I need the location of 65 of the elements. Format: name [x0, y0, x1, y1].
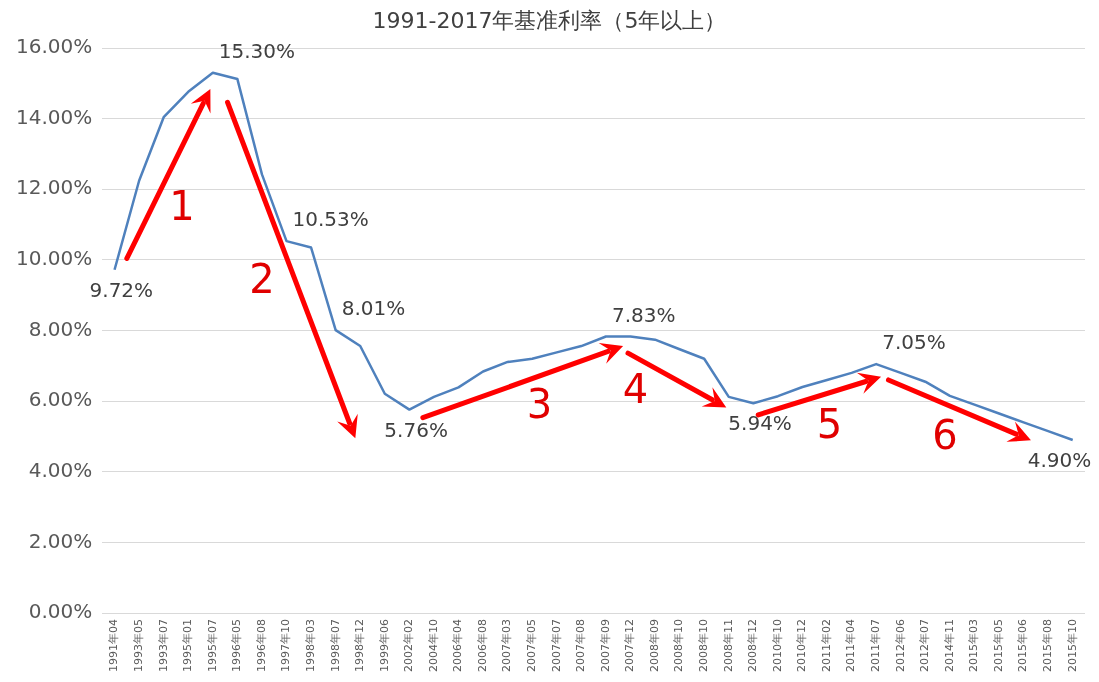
x-tick-label: 1999年06 — [377, 619, 391, 673]
x-tick-label: 2011年07 — [869, 619, 883, 673]
x-tick-label: 2012年07 — [918, 619, 932, 673]
x-tick-label: 2008年10 — [697, 619, 711, 673]
annotation: 3 — [526, 380, 553, 427]
x-tick-label: 2010年10 — [770, 619, 784, 673]
x-tick-label: 2015年03 — [967, 619, 981, 673]
chart-title: 1991-2017年基准利率（5年以上） — [371, 7, 728, 35]
x-tick-label: 2006年08 — [475, 619, 489, 673]
annotation: 1 — [169, 182, 195, 229]
data-label: 9.72% — [89, 277, 154, 302]
data-label: 4.90% — [1027, 448, 1092, 473]
x-tick-label: 2007年07 — [549, 619, 563, 673]
x-tick-label: 2007年12 — [623, 619, 637, 673]
x-tick-label: 2004年10 — [426, 619, 440, 673]
x-tick-label: 2008年12 — [746, 619, 760, 673]
y-tick-label: 12.00% — [15, 175, 93, 200]
x-tick-label: 2007年08 — [574, 619, 588, 673]
y-tick-label: 0.00% — [28, 599, 93, 624]
x-tick-label: 1998年12 — [353, 619, 367, 673]
data-label: 10.53% — [292, 207, 369, 232]
y-tick-label: 8.00% — [28, 316, 93, 341]
x-tick-label: 1995年01 — [181, 619, 195, 673]
x-tick-label: 1995年07 — [205, 619, 219, 673]
annotation: 2 — [249, 255, 275, 302]
x-tick-label: 1996年08 — [254, 619, 268, 673]
x-tick-label: 1997年10 — [279, 619, 293, 673]
x-tick-label: 1996年05 — [230, 619, 244, 673]
y-tick-label: 14.00% — [15, 104, 93, 129]
x-tick-label: 1998年03 — [303, 619, 317, 673]
x-tick-label: 2002年02 — [402, 619, 416, 673]
data-label: 5.94% — [728, 411, 792, 436]
x-tick-label: 2011年04 — [844, 619, 858, 673]
data-label: 7.83% — [611, 302, 676, 327]
x-tick-label: 2007年03 — [500, 619, 514, 673]
x-tick-label: 2015年05 — [991, 619, 1005, 673]
y-tick-label: 2.00% — [28, 528, 93, 553]
x-tick-label: 2006年04 — [451, 619, 465, 673]
y-tick-label: 16.00% — [15, 34, 93, 59]
x-tick-label: 1998年07 — [328, 619, 342, 673]
y-tick-label: 6.00% — [28, 387, 93, 412]
x-tick-label: 2007年05 — [525, 619, 539, 673]
x-tick-label: 1993年05 — [131, 619, 145, 673]
data-label: 5.76% — [384, 417, 448, 442]
x-tick-label: 1993年07 — [156, 619, 170, 673]
x-tick-label: 2010年12 — [795, 619, 809, 673]
data-label: 7.05% — [882, 330, 946, 355]
x-tick-label: 2007年09 — [598, 619, 612, 673]
x-tick-label: 2014年11 — [942, 619, 956, 673]
annotation: 5 — [816, 401, 843, 448]
y-tick-label: 10.00% — [15, 246, 93, 271]
x-tick-label: 2008年10 — [672, 619, 686, 673]
x-tick-label: 2008年11 — [721, 619, 735, 673]
data-label: 15.30% — [218, 38, 296, 63]
annotation: 4 — [622, 365, 649, 412]
data-label: 8.01% — [341, 296, 406, 321]
x-tick-label: 2015年06 — [1016, 619, 1030, 673]
annotation: 6 — [932, 411, 958, 458]
x-tick-label: 1991年04 — [107, 619, 121, 673]
x-tick-label: 2011年02 — [819, 619, 833, 673]
x-tick-label: 2012年06 — [893, 619, 907, 673]
y-tick-label: 4.00% — [28, 457, 93, 482]
x-tick-label: 2008年09 — [647, 619, 661, 673]
x-tick-label: 2015年10 — [1065, 619, 1079, 673]
x-tick-label: 2015年08 — [1041, 619, 1055, 673]
